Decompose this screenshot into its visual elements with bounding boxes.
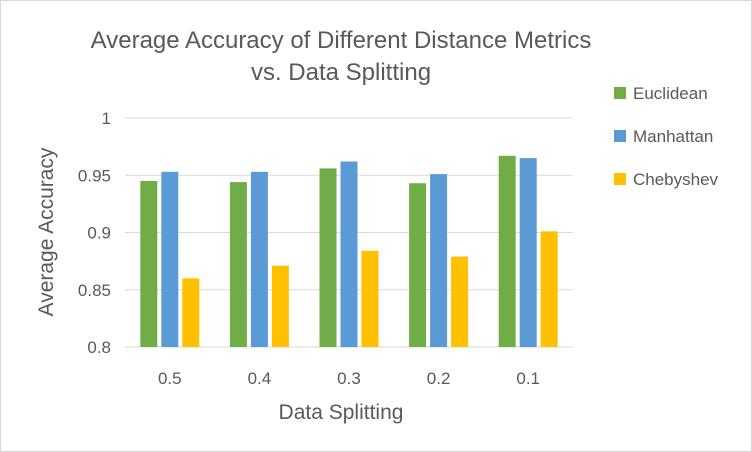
bar-manhattan-0.3 [340, 161, 358, 347]
bar-euclidean-0.2 [409, 183, 427, 347]
x-axis-title: Data Splitting [279, 401, 404, 424]
chart-title-line-1: Average Accuracy of Different Distance M… [90, 27, 592, 54]
x-tick-label: 0.3 [337, 369, 361, 388]
bar-euclidean-0.1 [498, 155, 516, 347]
bar-chebyshev-0.1 [540, 231, 558, 347]
x-tick-label: 0.4 [248, 369, 272, 388]
legend-label-euclidean: Euclidean [633, 84, 708, 103]
bar-manhattan-0.2 [430, 174, 448, 347]
x-tick-label: 0.2 [427, 369, 451, 388]
y-tick-label: 0.95 [78, 166, 111, 185]
bar-euclidean-0.3 [319, 168, 337, 347]
bars [140, 155, 558, 347]
y-tick-label: 0.85 [78, 281, 111, 300]
legend-swatch-euclidean [614, 87, 626, 99]
y-axis-tick-labels: 0.8 0.85 0.9 0.95 1 [78, 109, 111, 357]
x-tick-label: 0.1 [516, 369, 540, 388]
bar-chebyshev-0.5 [182, 278, 200, 347]
bar-chebyshev-0.3 [361, 250, 379, 347]
legend-swatch-manhattan [614, 130, 626, 142]
legend-swatch-chebyshev [614, 173, 626, 185]
legend-label-manhattan: Manhattan [633, 127, 713, 146]
x-tick-label: 0.5 [158, 369, 182, 388]
x-axis-tick-labels: 0.5 0.4 0.3 0.2 0.1 [158, 369, 540, 388]
y-tick-label: 0.9 [87, 224, 111, 243]
bar-euclidean-0.5 [140, 180, 158, 347]
bar-chebyshev-0.2 [451, 256, 469, 347]
bar-chebyshev-0.4 [271, 265, 289, 347]
chart-title-line-2: vs. Data Splitting [250, 59, 432, 86]
y-tick-label: 1 [102, 109, 111, 128]
legend: Euclidean Manhattan Chebyshev [614, 84, 719, 189]
bar-manhattan-0.5 [161, 171, 179, 347]
bar-manhattan-0.1 [519, 158, 537, 347]
bar-manhattan-0.4 [250, 171, 268, 347]
chart-title: Average Accuracy of Different Distance M… [41, 25, 641, 89]
legend-label-chebyshev: Chebyshev [633, 170, 719, 189]
bar-euclidean-0.4 [229, 182, 247, 347]
y-axis-title: Average Accuracy [35, 147, 58, 316]
y-tick-label: 0.8 [87, 338, 111, 357]
